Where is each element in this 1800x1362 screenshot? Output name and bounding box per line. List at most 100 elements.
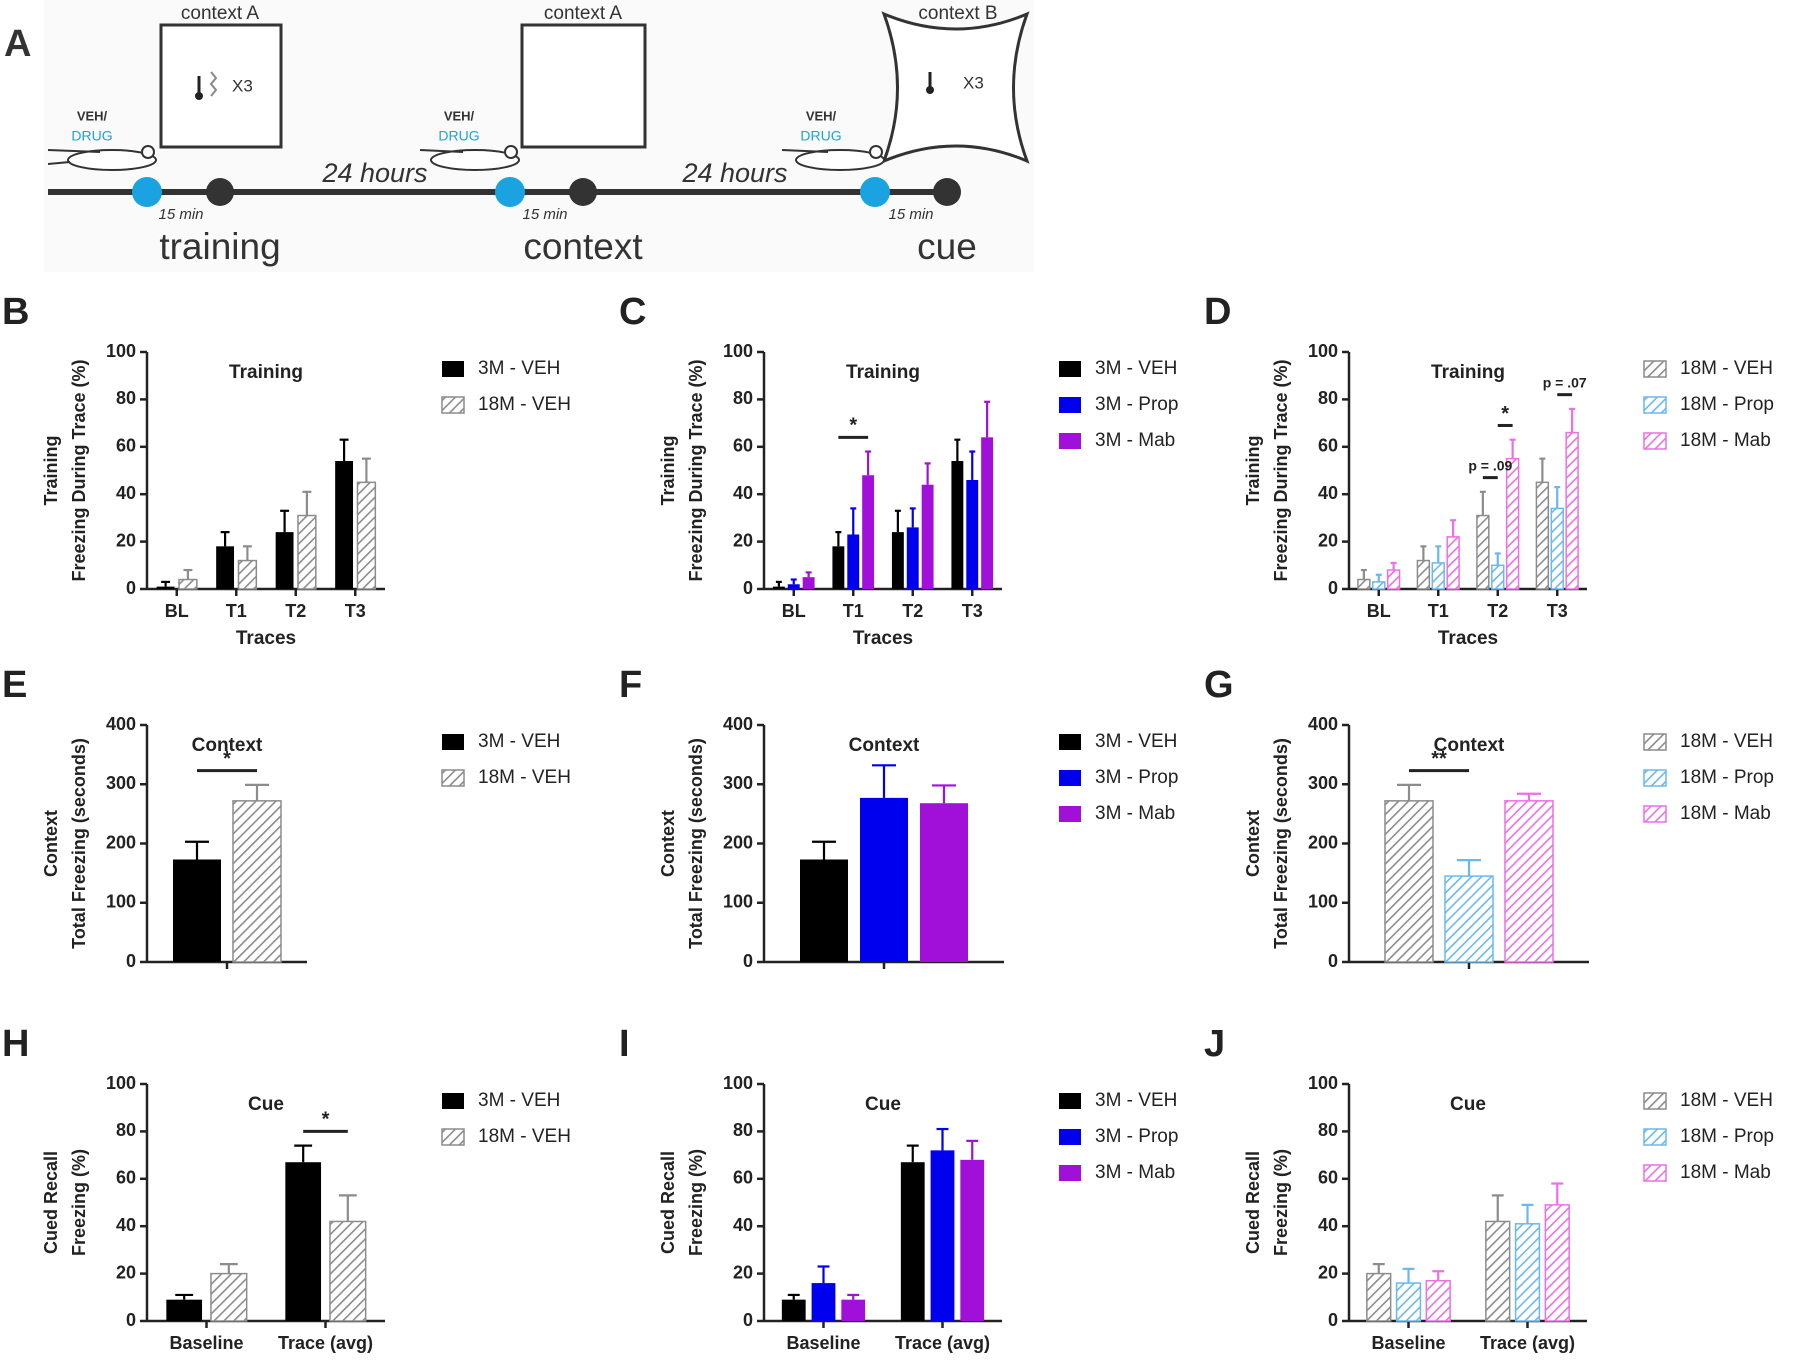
y-tick-label: 0 bbox=[126, 1310, 136, 1330]
chart-panel: 0 20 40 60 80 100 BL T1 T2 T3 3M - VEH 3M - Prop 3M … bbox=[619, 291, 1178, 649]
injection-label: DRUG bbox=[438, 128, 479, 144]
y-tick-label: 0 bbox=[1328, 1310, 1338, 1330]
y-tick-label: 300 bbox=[106, 773, 136, 793]
legend-swatch bbox=[1059, 433, 1081, 449]
x-axis-title: Traces bbox=[236, 628, 296, 649]
chart-title: Cue bbox=[1450, 1094, 1486, 1115]
legend-label: 3M - VEH bbox=[1095, 1090, 1177, 1111]
chart-panel: 0 20 40 60 80 100 Baseline Trace (avg) 3M - VEH 1… bbox=[2, 1023, 571, 1353]
y-tick-label: 100 bbox=[1308, 341, 1338, 361]
x-tick-label: BL bbox=[1367, 601, 1391, 621]
bar bbox=[1425, 1279, 1451, 1322]
y-tick-label: 400 bbox=[723, 714, 753, 734]
y-axis-title: Training bbox=[1243, 435, 1263, 505]
mouse-icon bbox=[781, 145, 885, 171]
x-tick-label: T3 bbox=[962, 601, 983, 621]
significance-label: * bbox=[849, 415, 857, 437]
chart-title: Cue bbox=[865, 1094, 901, 1115]
significance-label: p = .07 bbox=[1543, 374, 1587, 390]
bar bbox=[1565, 431, 1579, 590]
y-tick-label: 40 bbox=[733, 1215, 753, 1235]
x-tick-label: T1 bbox=[1428, 601, 1449, 621]
bar bbox=[781, 1299, 806, 1321]
legend-swatch bbox=[1643, 1128, 1667, 1146]
context-box bbox=[159, 23, 283, 149]
y-tick-label: 0 bbox=[743, 578, 753, 598]
injection-point bbox=[132, 177, 162, 207]
y-tick-label: 0 bbox=[743, 951, 753, 971]
chart-title: Cue bbox=[248, 1094, 284, 1115]
y-axis-title: Total Freezing (seconds) bbox=[1271, 738, 1291, 949]
chart-panel: 0 20 40 60 80 100 BL T1 T2 T3 18M - VEH 18M - Prop 1… bbox=[1204, 291, 1774, 649]
bar bbox=[173, 859, 221, 962]
legend-label: 18M - Prop bbox=[1680, 394, 1774, 415]
significance-label: p = .09 bbox=[1468, 457, 1512, 473]
bar bbox=[847, 534, 860, 589]
y-axis-title: Cued Recall bbox=[41, 1151, 61, 1254]
y-tick-label: 40 bbox=[733, 483, 753, 503]
y-tick-label: 0 bbox=[1328, 578, 1338, 598]
x-tick-label: Baseline bbox=[786, 1333, 860, 1353]
legend-swatch bbox=[1059, 734, 1081, 750]
y-tick-label: 100 bbox=[1308, 1073, 1338, 1093]
injection-label: VEH/ bbox=[806, 108, 837, 123]
panel-letter: E bbox=[2, 664, 27, 706]
significance-label: ** bbox=[1431, 748, 1447, 770]
chart-panel: 0 20 40 60 80 100 BL T1 T2 T3 3M - VEH 18M - VEH Tra… bbox=[2, 291, 571, 649]
legend-label: 18M - Prop bbox=[1680, 1126, 1774, 1147]
x-tick-label: Trace (avg) bbox=[895, 1333, 990, 1353]
x-tick-label: T1 bbox=[226, 601, 247, 621]
x-tick-label: T2 bbox=[902, 601, 923, 621]
bar bbox=[237, 559, 258, 590]
y-axis-title: Context bbox=[41, 810, 61, 877]
x-axis-title: Traces bbox=[1438, 628, 1498, 649]
legend-swatch bbox=[1643, 733, 1667, 751]
bar bbox=[900, 1162, 925, 1321]
legend-label: 3M - VEH bbox=[478, 731, 560, 752]
y-axis-title: Freezing During Trace (%) bbox=[1271, 359, 1291, 581]
x-tick-label: T3 bbox=[345, 601, 366, 621]
bar bbox=[800, 859, 848, 962]
bar bbox=[1357, 578, 1371, 590]
bar bbox=[297, 514, 317, 590]
legend-label: 18M - VEH bbox=[1680, 731, 1773, 752]
panel-letter: J bbox=[1204, 1023, 1225, 1065]
chart-panel: 0 20 40 60 80 100 Baseline Trace (avg) 3M - VEH 3… bbox=[619, 1023, 1178, 1353]
context-title: context A bbox=[544, 3, 622, 24]
bar bbox=[841, 1299, 866, 1321]
y-tick-label: 60 bbox=[733, 1168, 753, 1188]
y-axis-title: Freezing (%) bbox=[1271, 1149, 1291, 1256]
y-tick-label: 100 bbox=[106, 892, 136, 912]
bar bbox=[166, 1299, 203, 1321]
y-axis-title: Freezing During Trace (%) bbox=[69, 359, 89, 581]
interval-label: 24 hours bbox=[321, 158, 427, 188]
y-tick-label: 40 bbox=[1318, 483, 1338, 503]
bar bbox=[811, 1283, 836, 1321]
pairing-count: X3 bbox=[232, 76, 253, 95]
legend-label: 18M - Mab bbox=[1680, 430, 1771, 451]
chart-title: Context bbox=[849, 735, 920, 756]
bar bbox=[1366, 1272, 1392, 1322]
significance-label: * bbox=[223, 748, 231, 770]
legend-swatch bbox=[1643, 360, 1667, 378]
legend-swatch bbox=[1059, 397, 1081, 413]
y-tick-label: 80 bbox=[1318, 388, 1338, 408]
panel-letter: A bbox=[4, 23, 31, 65]
tone-shock-icon bbox=[195, 71, 218, 100]
y-tick-label: 40 bbox=[1318, 1215, 1338, 1235]
bar bbox=[1491, 564, 1505, 590]
legend-swatch bbox=[1643, 769, 1667, 787]
context-box bbox=[881, 11, 1030, 164]
y-tick-label: 20 bbox=[1318, 1262, 1338, 1282]
y-tick-label: 0 bbox=[126, 578, 136, 598]
x-tick-label: T1 bbox=[843, 601, 864, 621]
tone-icon bbox=[926, 72, 934, 94]
legend-label: 18M - VEH bbox=[1680, 1090, 1773, 1111]
bar bbox=[216, 546, 235, 589]
chart-panel: 0 100 200 300 400 3M - VEH 3M - Prop 3M - Mab Co… bbox=[619, 664, 1178, 971]
bar bbox=[1514, 1223, 1541, 1322]
y-tick-label: 60 bbox=[733, 436, 753, 456]
legend-swatch bbox=[1643, 805, 1667, 823]
bar bbox=[1384, 800, 1434, 963]
